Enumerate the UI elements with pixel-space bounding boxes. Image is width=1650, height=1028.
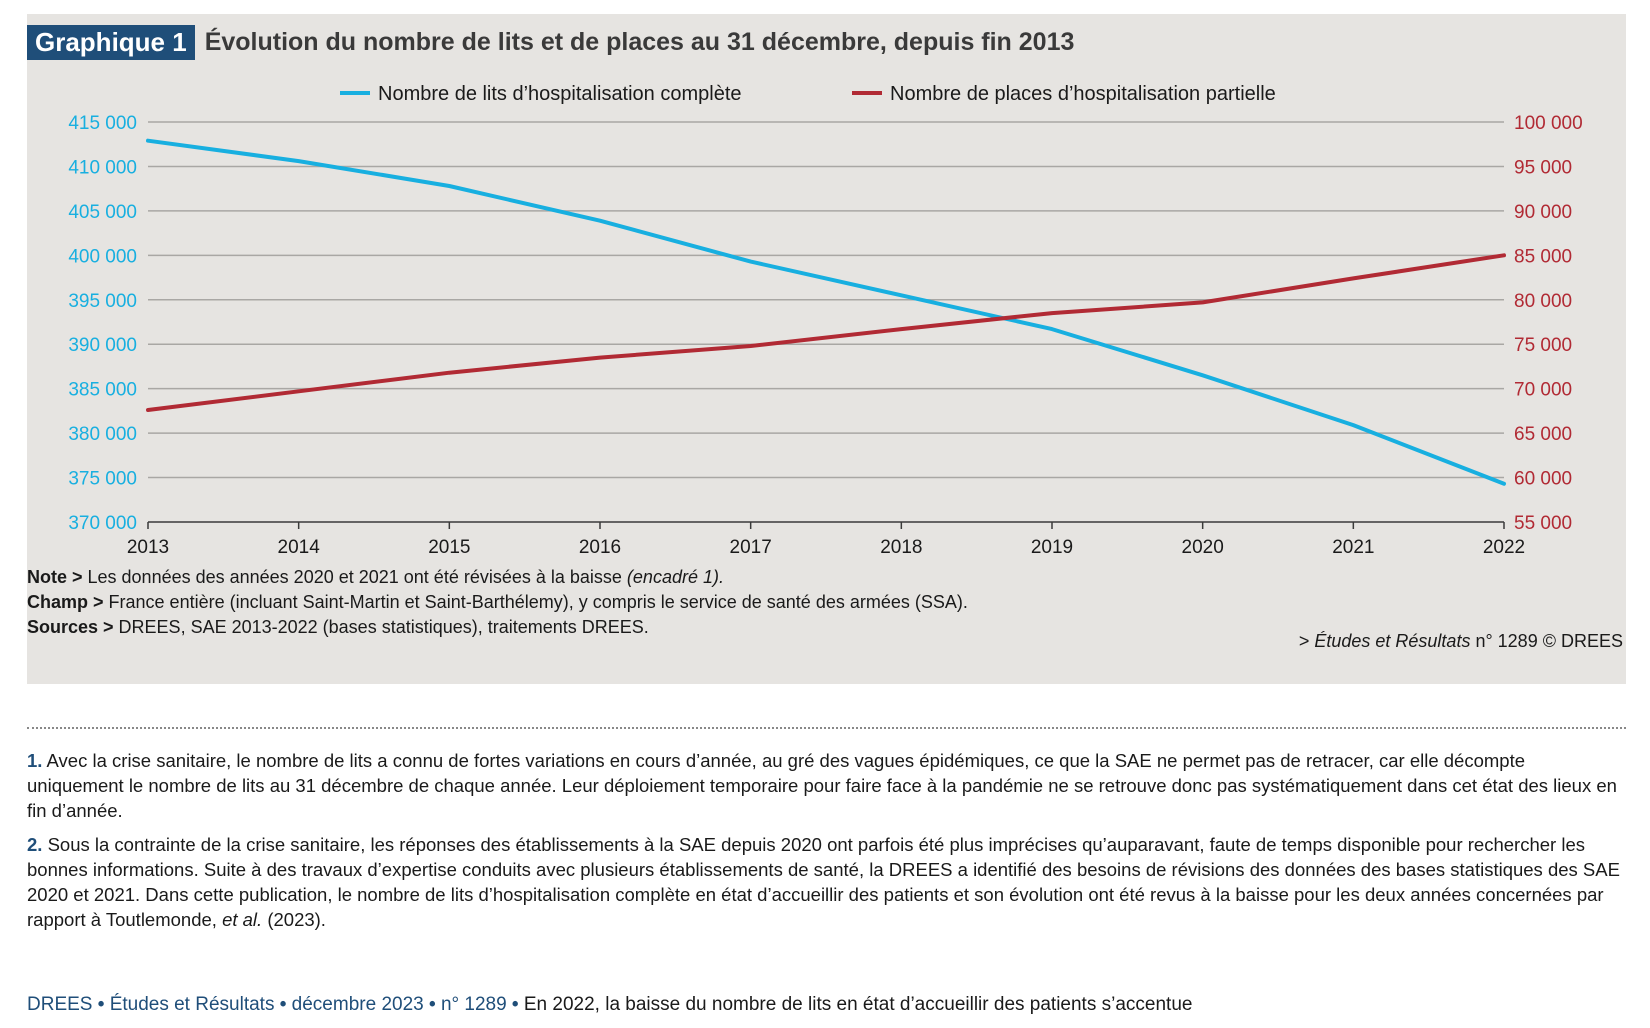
footer-headline: En 2022, la baisse du nombre de lits en … (523, 994, 1193, 1015)
figure-badge: Graphique 1 (27, 24, 195, 60)
footer-series: Études et Résultats (109, 994, 275, 1015)
y-left-tick-label: 405 000 (68, 202, 137, 223)
footer-separator: • (506, 994, 524, 1015)
credit-suffix: n° 1289 © DREES (1470, 631, 1623, 651)
champ-label: Champ > (27, 592, 104, 612)
footer-separator: • (423, 994, 441, 1015)
y-right-tick-label: 60 000 (1514, 469, 1572, 490)
y-left-tick-label: 395 000 (68, 291, 137, 312)
y-right-tick-label: 85 000 (1514, 246, 1572, 267)
sources-line: Sources > DREES, SAE 2013-2022 (bases st… (27, 615, 649, 640)
figure-header: Graphique 1 Évolution du nombre de lits … (27, 24, 1074, 60)
y-left-tick-label: 370 000 (68, 513, 137, 534)
page-footer: DREES • Études et Résultats • décembre 2… (27, 994, 1192, 1016)
legend-label: Nombre de places d’hospitalisation parti… (890, 83, 1276, 105)
x-axis: 2013 2014 2015 2016 2017 2018 2019 2020 2021 2022 (127, 521, 1525, 558)
y-axis-left: 415 000 410 000 405 000 400 000 395 000 390 0… (68, 113, 137, 534)
legend: Nombre de lits d’hospitalisation complèt… (340, 83, 1276, 105)
y-axis-right: 100 000 95 000 90 000 85 000 80 000 75 000 70 … (1514, 113, 1583, 534)
footnote-number: 2. (27, 834, 43, 855)
footer-number: n° 1289 (440, 994, 507, 1015)
footnote-tail: (2023). (262, 909, 326, 930)
x-tick-label: 2018 (880, 537, 922, 558)
y-left-tick-label: 390 000 (68, 335, 137, 356)
sources-text: DREES, SAE 2013-2022 (bases statistiques… (113, 617, 649, 637)
footer-separator: • (92, 994, 110, 1015)
y-left-tick-label: 400 000 (68, 246, 137, 267)
y-right-tick-label: 95 000 (1514, 157, 1572, 178)
y-right-tick-label: 75 000 (1514, 335, 1572, 356)
footnote-italic: et al. (222, 909, 263, 930)
footer-separator: • (274, 994, 292, 1015)
footnote-number: 1. (27, 750, 43, 771)
y-right-tick-label: 100 000 (1514, 113, 1583, 134)
y-right-tick-label: 90 000 (1514, 202, 1572, 223)
footnote-text: Avec la crise sanitaire, le nombre de li… (27, 750, 1617, 821)
x-tick-label: 2016 (579, 537, 621, 558)
legend-label: Nombre de lits d’hospitalisation complèt… (378, 83, 742, 105)
credit-italic: Études et Résultats (1314, 631, 1471, 651)
y-right-tick-label: 80 000 (1514, 291, 1572, 312)
sources-label: Sources > (27, 617, 114, 637)
note-line: Note > Les données des années 2020 et 20… (27, 565, 724, 590)
y-left-tick-label: 385 000 (68, 380, 137, 401)
chart-title: Évolution du nombre de lits et de places… (204, 27, 1075, 56)
x-tick-label: 2014 (278, 537, 321, 558)
credit: > Études et Résultats n° 1289 © DREES (1299, 631, 1623, 652)
footnote-text: Sous la contrainte de la crise sanitaire… (27, 834, 1620, 930)
y-left-tick-label: 375 000 (68, 469, 137, 490)
line-chart: 2013 2014 2015 2016 2017 2018 2019 2020 2021 2022… (68, 83, 1583, 558)
note-italic: (encadré 1). (626, 567, 724, 587)
x-tick-label: 2022 (1483, 537, 1525, 558)
series-lines (146, 138, 1506, 486)
y-left-tick-label: 380 000 (68, 424, 137, 445)
footnote-2: 2. Sous la contrainte de la crise sanita… (27, 832, 1622, 932)
y-right-tick-label: 70 000 (1514, 380, 1572, 401)
x-tick-label: 2013 (127, 537, 169, 558)
x-tick-label: 2019 (1031, 537, 1073, 558)
figure-panel (27, 14, 1626, 684)
credit-prefix: > (1298, 631, 1315, 651)
y-left-tick-label: 410 000 (68, 157, 137, 178)
y-right-tick-label: 65 000 (1514, 424, 1572, 445)
champ-text: France entière (incluant Saint-Martin et… (103, 592, 968, 612)
footer-org: DREES (27, 994, 93, 1015)
note-text: Les données des années 2020 et 2021 ont … (82, 567, 627, 587)
y-right-tick-label: 55 000 (1514, 513, 1572, 534)
footer-date: décembre 2023 (291, 994, 424, 1015)
grid-lines (148, 121, 1504, 479)
x-tick-label: 2020 (1182, 537, 1224, 558)
y-left-tick-label: 415 000 (68, 113, 137, 134)
series-line-lits (146, 138, 1506, 486)
footnote-1: 1. Avec la crise sanitaire, le nombre de… (27, 748, 1622, 823)
dotted-divider (27, 727, 1626, 729)
note-label: Note > (27, 567, 83, 587)
x-tick-label: 2015 (428, 537, 470, 558)
x-tick-label: 2021 (1332, 537, 1374, 558)
champ-line: Champ > France entière (incluant Saint-M… (27, 590, 968, 615)
series-line-places (146, 253, 1506, 412)
x-tick-label: 2017 (730, 537, 772, 558)
